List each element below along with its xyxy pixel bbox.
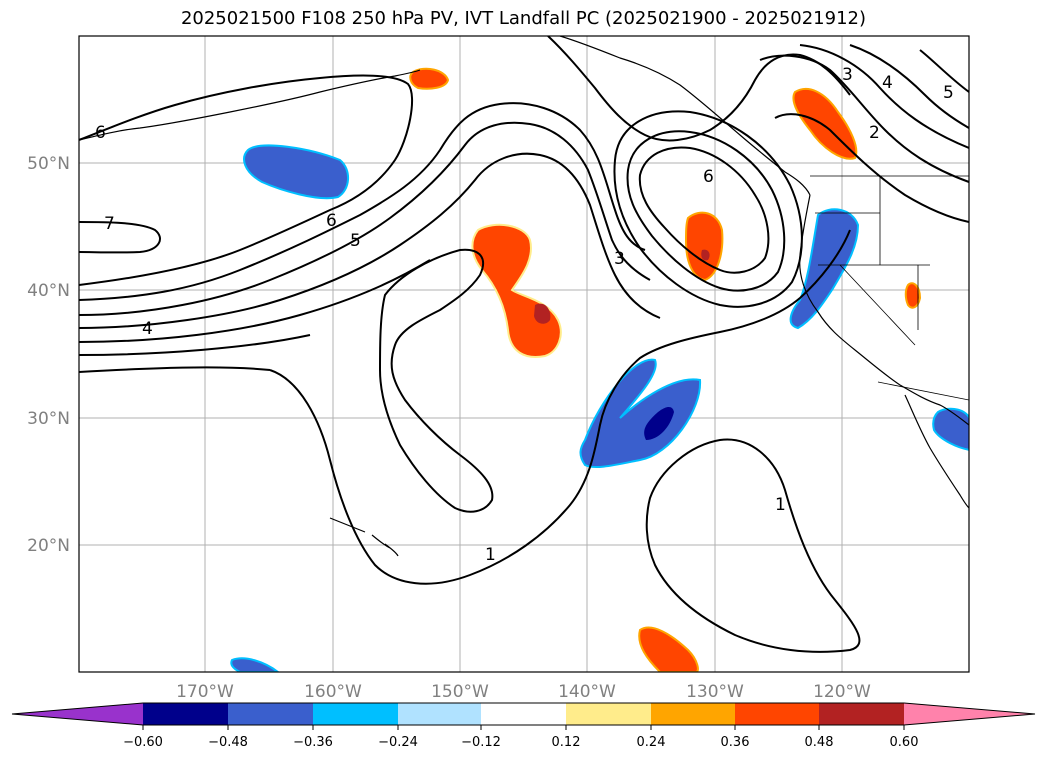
colorbar-tick-label: −0.24 — [378, 735, 418, 750]
anomaly-negative-west-coast — [789, 208, 860, 330]
anomaly-positive-central-pacific — [471, 223, 562, 358]
lon-tick-label: 160°W — [304, 682, 362, 702]
contour-label: 1 — [775, 495, 786, 515]
colorbar-ticks — [142, 725, 905, 730]
contour-label: 4 — [142, 319, 153, 339]
anomaly-negative-core — [644, 406, 674, 440]
lat-tick-labels: 20°N 30°N 40°N 50°N — [27, 154, 70, 556]
colorbar-tick-label: −0.60 — [123, 735, 163, 750]
colorbar-segment — [735, 703, 819, 725]
colorbar-tick-label: 0.36 — [721, 735, 750, 750]
colorbar-tick-label: 0.12 — [552, 735, 581, 750]
anomaly-positive-south — [638, 626, 699, 672]
anomaly-positive-gulf-alaska-north — [409, 67, 450, 90]
contour-5-north — [919, 49, 969, 93]
contour-inner-small — [378, 248, 494, 513]
colorbar-extend-left — [12, 703, 143, 725]
shaded-anomalies — [230, 67, 969, 672]
contour-1-lower — [79, 334, 311, 356]
anomaly-positive-offshore — [684, 211, 724, 282]
anomaly-positive-nevada — [904, 282, 922, 309]
contour-0-lower — [79, 366, 271, 373]
colorbar-tick-label: −0.48 — [208, 735, 248, 750]
colorbar-extend-right — [904, 703, 1035, 725]
colorbar-tick-label: 0.60 — [890, 735, 919, 750]
lat-tick-label: 40°N — [27, 281, 70, 301]
contour-label: 6 — [703, 167, 714, 187]
contour-4-north — [849, 44, 969, 129]
anomaly-negative-south-edge — [230, 657, 280, 672]
contour-label: 6 — [95, 123, 106, 143]
coastline-hawaii — [329, 517, 399, 557]
contour-label: 6 — [326, 211, 337, 231]
contour-label: 5 — [350, 231, 361, 251]
lon-tick-label: 170°W — [176, 682, 234, 702]
colorbar-segment — [819, 703, 904, 725]
pv-contours — [79, 36, 969, 653]
lon-tick-label: 140°W — [558, 682, 616, 702]
contour-7 — [79, 221, 161, 254]
coastline-baja — [904, 394, 969, 509]
contour-6-outer-west — [79, 74, 414, 286]
colorbar-segment — [651, 703, 735, 725]
map-frame — [78, 35, 970, 673]
colorbar-tick-label: 0.24 — [637, 735, 666, 750]
contour-4-gulf — [613, 110, 803, 308]
contour-label: 3 — [842, 65, 853, 85]
map-title: 2025021500 F108 250 hPa PV, IVT Landfall… — [180, 8, 867, 29]
colorbar-segment — [313, 703, 398, 725]
lat-tick-label: 30°N — [27, 409, 70, 429]
contour-3-lower — [79, 152, 661, 329]
border-ca-nv — [839, 264, 916, 346]
anomaly-negative-north-pacific — [243, 144, 349, 200]
contour-5 — [79, 102, 646, 301]
contour-label: 7 — [104, 214, 115, 234]
colorbar-tick-label: −0.12 — [461, 735, 501, 750]
colorbar-segment — [143, 703, 228, 725]
colorbar-segment — [398, 703, 481, 725]
coastline-alaska-aleutians — [79, 69, 421, 141]
contour-label: 1 — [485, 545, 496, 565]
contour-1-big — [269, 229, 851, 585]
lon-tick-label: 120°W — [813, 682, 871, 702]
colorbar-tick-label: 0.48 — [805, 735, 834, 750]
lon-tick-labels: 170°W 160°W 150°W 140°W 130°W 120°W — [176, 682, 871, 702]
contour-3-north — [799, 44, 969, 149]
anomaly-positive-offshore-core — [701, 249, 710, 261]
lat-tick-label: 50°N — [27, 154, 70, 174]
colorbar-segment — [566, 703, 651, 725]
lon-tick-label: 130°W — [686, 682, 744, 702]
contour-1-south — [645, 438, 861, 653]
contour-3-ridge — [547, 36, 851, 142]
contour-label: 2 — [869, 123, 880, 143]
borders — [810, 175, 969, 401]
anomaly-positive-central-core — [534, 303, 551, 324]
colorbar-segment — [481, 703, 566, 725]
coastline-gulf-alaska — [559, 36, 811, 196]
lon-tick-label: 150°W — [431, 682, 489, 702]
contour-labels: 6 7 4 6 5 3 6 3 4 5 2 1 1 — [95, 65, 954, 565]
colorbar: −0.60 −0.48 −0.36 −0.24 −0.12 0.12 0.24 … — [11, 702, 1036, 750]
colorbar-segment — [228, 703, 313, 725]
lat-tick-label: 20°N — [27, 536, 70, 556]
contour-5-gulf — [626, 130, 786, 292]
contour-label: 5 — [943, 83, 954, 103]
contour-label: 3 — [614, 249, 625, 269]
contour-6-gulf — [638, 146, 770, 274]
contour-2-north — [759, 54, 969, 183]
contour-2-lower — [79, 259, 431, 343]
colorbar-tick-label: −0.36 — [293, 735, 333, 750]
anomaly-negative-subtropics — [579, 358, 702, 469]
border-us-mexico — [877, 381, 969, 401]
contour-4 — [79, 121, 651, 316]
contour-label: 4 — [882, 73, 893, 93]
contour-near-coast — [774, 113, 969, 223]
anomaly-negative-baja — [932, 407, 969, 451]
